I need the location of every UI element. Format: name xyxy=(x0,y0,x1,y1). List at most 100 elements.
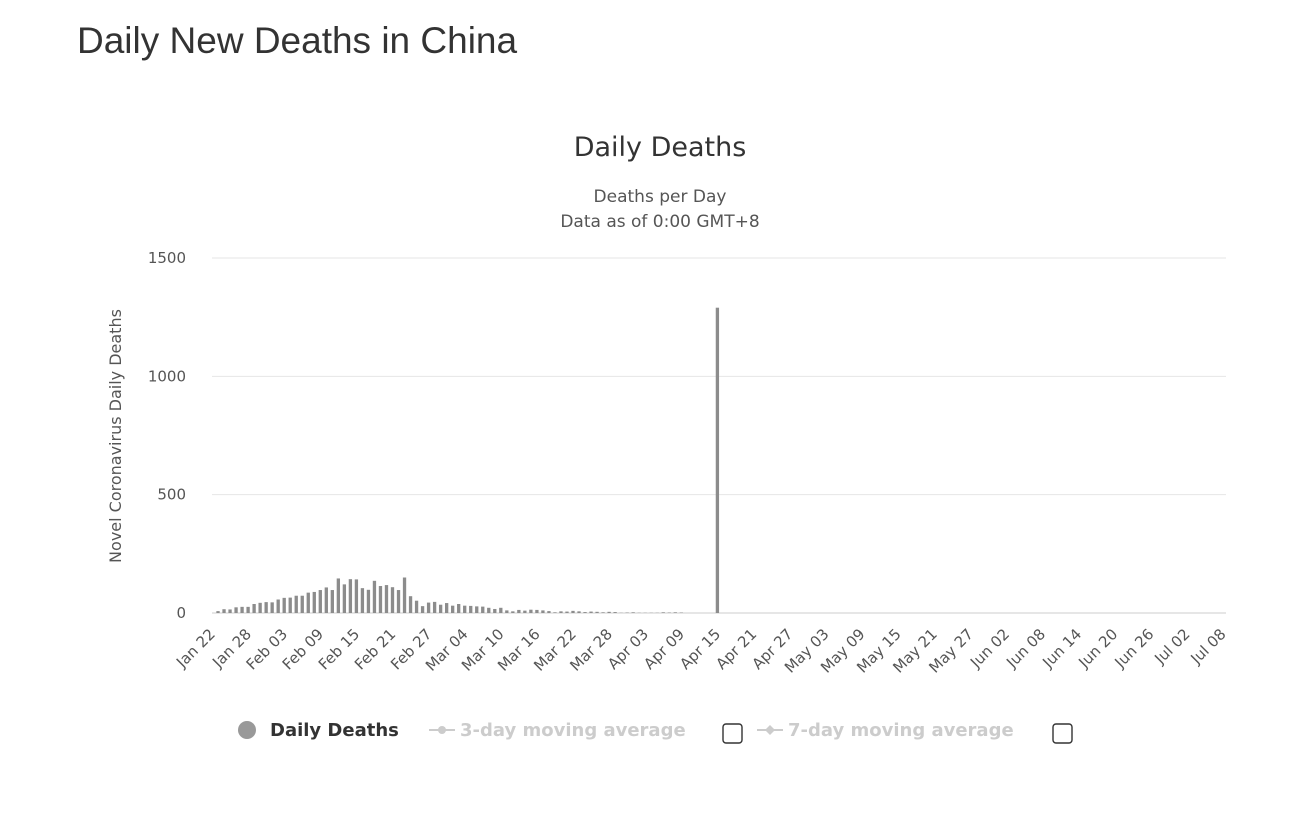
legend: Daily Deaths 3-day moving average 7-day mo… xyxy=(238,720,1073,744)
y-axis-ticks: 0 500 1000 1500 xyxy=(148,249,186,622)
bar[interactable] xyxy=(607,611,611,613)
bar[interactable] xyxy=(252,604,256,613)
bar[interactable] xyxy=(306,592,310,613)
x-tick-label: Jul 02 xyxy=(1150,625,1193,668)
bar[interactable] xyxy=(372,580,377,613)
bar[interactable] xyxy=(228,609,232,613)
bar[interactable] xyxy=(432,601,437,613)
bar[interactable] xyxy=(360,588,365,613)
y-tick-label: 500 xyxy=(157,486,186,504)
legend-checkbox[interactable] xyxy=(1052,723,1073,744)
bar[interactable] xyxy=(601,612,605,613)
bar[interactable] xyxy=(420,606,425,613)
bar[interactable] xyxy=(661,612,665,613)
bar[interactable] xyxy=(324,587,328,613)
bar[interactable] xyxy=(258,602,262,613)
bar[interactable] xyxy=(384,585,389,613)
bar[interactable] xyxy=(505,610,509,613)
bar[interactable] xyxy=(240,606,244,613)
bar[interactable] xyxy=(246,606,250,613)
bar[interactable] xyxy=(282,597,286,613)
x-tick-label: Jun 02 xyxy=(966,625,1013,672)
legend-item-3-day-moving-average[interactable]: 3-day moving average xyxy=(429,720,686,741)
bar[interactable] xyxy=(402,577,407,614)
bar[interactable] xyxy=(457,604,461,613)
legend-item-daily-deaths[interactable]: Daily Deaths xyxy=(238,720,399,741)
bar[interactable] xyxy=(517,609,521,613)
bar[interactable] xyxy=(222,609,226,613)
bar[interactable] xyxy=(234,607,238,613)
bar[interactable] xyxy=(264,602,268,613)
legend-item-7-day-moving-average[interactable]: 7-day moving average xyxy=(757,720,1014,741)
x-tick-label: Jan 22 xyxy=(172,625,219,672)
x-tick-label: Jun 26 xyxy=(1111,625,1158,672)
bar[interactable] xyxy=(288,597,292,613)
bar[interactable] xyxy=(589,611,593,613)
legend-diamond-icon xyxy=(765,725,775,735)
bar[interactable] xyxy=(631,612,635,613)
y-tick-label: 0 xyxy=(176,604,186,622)
bar[interactable] xyxy=(571,610,575,613)
bar[interactable] xyxy=(463,605,467,613)
bar[interactable] xyxy=(342,584,347,613)
legend-label: 3-day moving average xyxy=(460,720,686,741)
bar[interactable] xyxy=(366,589,371,613)
bar[interactable] xyxy=(426,602,431,613)
x-tick-label: Jul 08 xyxy=(1187,625,1230,668)
legend-label: Daily Deaths xyxy=(270,720,399,741)
bar[interactable] xyxy=(276,599,280,613)
legend-dot-icon xyxy=(438,726,446,734)
bar[interactable] xyxy=(673,612,677,613)
bar[interactable] xyxy=(547,611,551,613)
bar[interactable] xyxy=(475,606,479,613)
bar[interactable] xyxy=(565,611,569,613)
bar[interactable] xyxy=(481,606,485,613)
bar[interactable] xyxy=(499,607,503,613)
bar[interactable] xyxy=(583,612,587,613)
bar[interactable] xyxy=(559,611,563,613)
bar[interactable] xyxy=(300,595,304,613)
bar[interactable] xyxy=(469,605,473,613)
legend-checkbox[interactable] xyxy=(722,723,743,744)
bar[interactable] xyxy=(348,579,353,613)
y-axis-title: Novel Coronavirus Daily Deaths xyxy=(106,309,125,563)
bar[interactable] xyxy=(487,607,491,613)
bar[interactable] xyxy=(613,612,617,613)
bar[interactable] xyxy=(493,608,497,613)
bar[interactable] xyxy=(396,590,401,613)
x-tick-label: Jun 14 xyxy=(1038,625,1085,672)
bar[interactable] xyxy=(294,595,298,613)
bar[interactable] xyxy=(336,578,341,613)
y-tick-label: 1000 xyxy=(148,367,186,385)
bar[interactable] xyxy=(270,602,274,613)
bar[interactable] xyxy=(414,600,419,613)
bar[interactable] xyxy=(330,590,334,613)
bar[interactable] xyxy=(523,610,527,613)
bar[interactable] xyxy=(390,587,395,613)
bar[interactable] xyxy=(216,611,220,613)
bar[interactable] xyxy=(595,611,599,613)
bar[interactable] xyxy=(378,586,383,613)
y-tick-label: 1500 xyxy=(148,249,186,267)
x-tick-label: Jun 08 xyxy=(1002,625,1049,672)
bar[interactable] xyxy=(541,610,545,613)
chart-title: Daily Deaths xyxy=(574,132,747,163)
bar[interactable] xyxy=(511,611,515,613)
bar[interactable] xyxy=(451,605,455,613)
bar[interactable] xyxy=(354,579,359,613)
bar[interactable] xyxy=(438,604,443,613)
chart-subtitle-line-2: Data as of 0:00 GMT+8 xyxy=(560,212,759,232)
bar[interactable] xyxy=(529,609,533,613)
bar[interactable] xyxy=(535,609,539,613)
bar[interactable] xyxy=(715,307,720,613)
bar[interactable] xyxy=(408,596,413,613)
chart-subtitle-line-1: Deaths per Day xyxy=(594,187,727,207)
bar[interactable] xyxy=(312,591,316,613)
bar[interactable] xyxy=(553,612,557,613)
bar[interactable] xyxy=(444,603,449,613)
bar[interactable] xyxy=(318,590,322,613)
bar[interactable] xyxy=(577,611,581,613)
